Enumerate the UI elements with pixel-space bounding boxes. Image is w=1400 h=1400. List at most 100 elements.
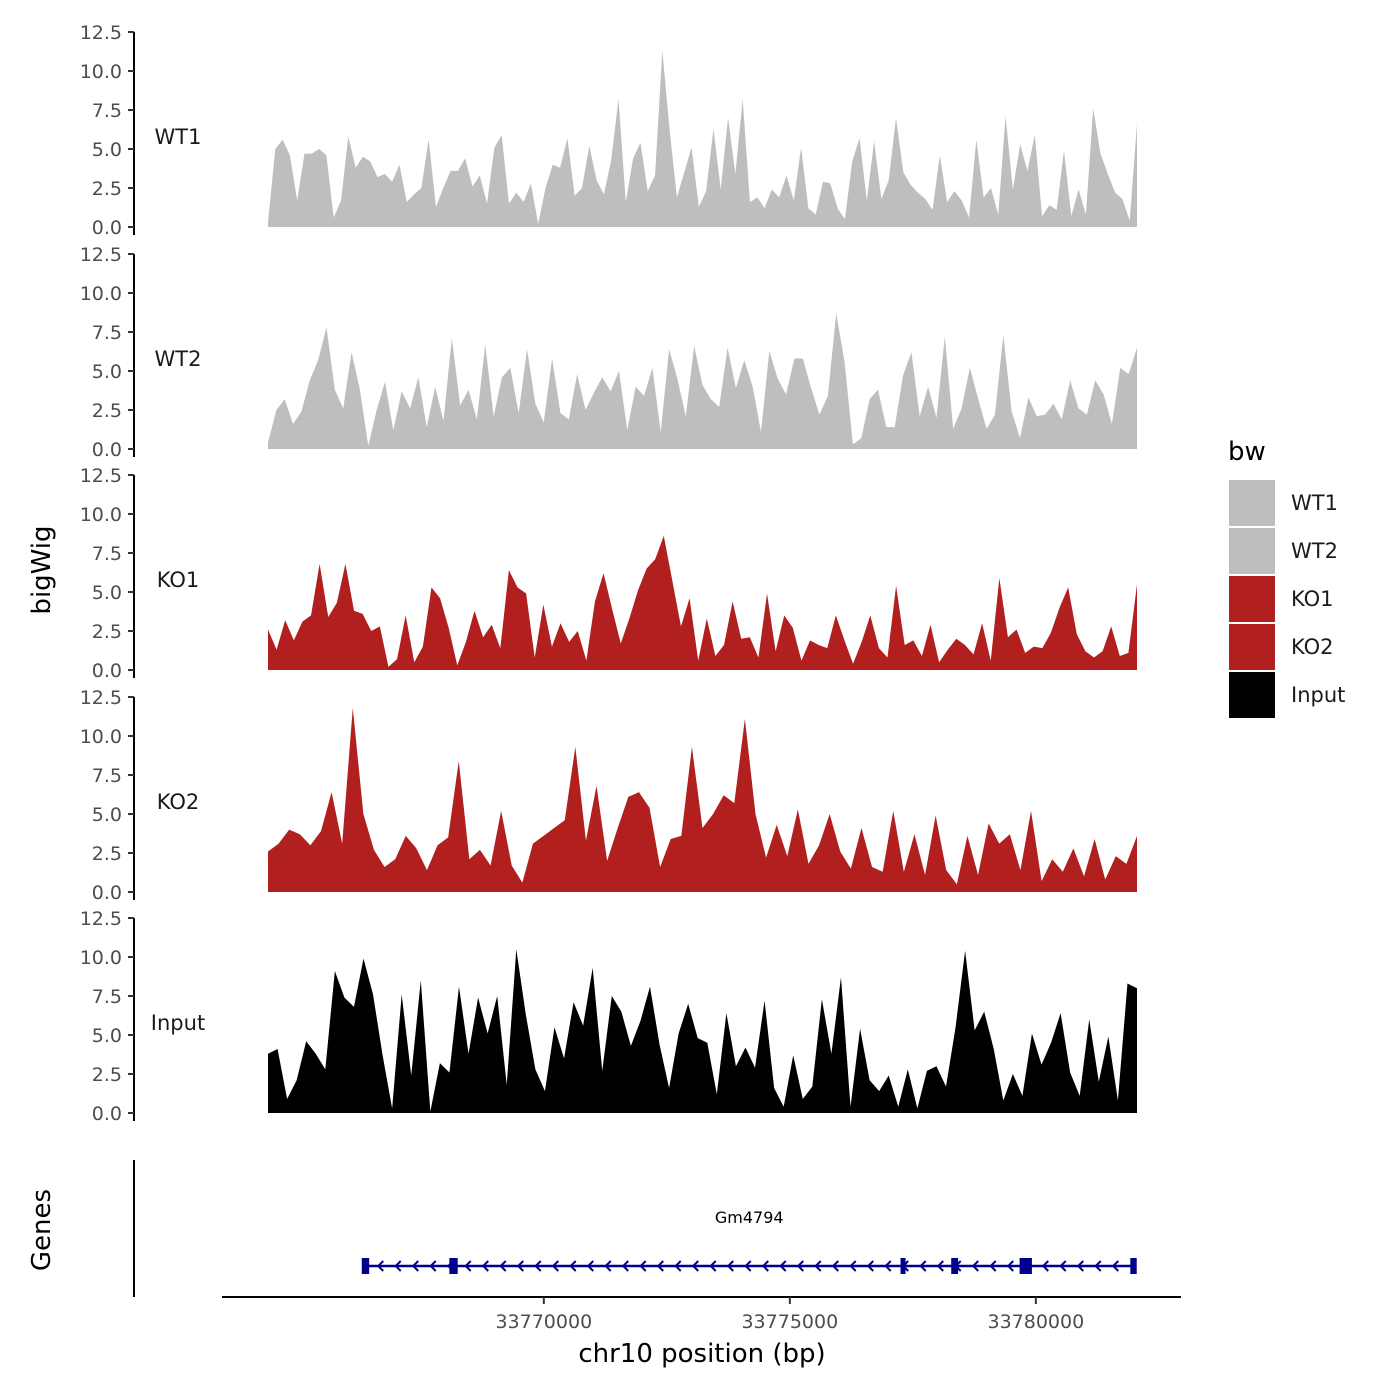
strand-arrow	[586, 1260, 594, 1272]
y-tick-label: 12.5	[80, 244, 122, 266]
legend-label-ko2: KO2	[1291, 635, 1334, 659]
gene-exon	[449, 1258, 458, 1274]
strand-arrow	[656, 1260, 664, 1272]
strand-arrow	[376, 1260, 384, 1272]
strand-arrow	[1041, 1260, 1049, 1272]
strand-arrow	[866, 1260, 874, 1272]
strand-arrow	[621, 1260, 629, 1272]
y-tick-label: 2.5	[92, 178, 122, 200]
gene-exon	[361, 1258, 370, 1274]
strand-arrow	[569, 1260, 577, 1272]
x-axis-title: chr10 position (bp)	[578, 1339, 825, 1369]
y-tick-label: 10.0	[80, 283, 122, 305]
x-axis: 33770000 33775000 33780000	[222, 1296, 1181, 1333]
legend-key-ko2	[1229, 624, 1275, 670]
track-ko1: 0.0 2.5 5.0 7.5 10.0 12.5 KO1	[80, 465, 1137, 682]
y-axis-title: bigWig	[27, 525, 57, 614]
x-tick-label: 33770000	[495, 1311, 592, 1333]
y-tick-label: 7.5	[92, 765, 122, 787]
strand-arrow	[761, 1260, 769, 1272]
strand-arrow	[551, 1260, 559, 1272]
y-tick-label: 5.0	[92, 582, 122, 604]
genes-panel: Gm4794	[133, 1160, 1137, 1297]
y-tick-label: 7.5	[92, 543, 122, 565]
y-tick-label: 12.5	[80, 687, 122, 709]
strand-arrow	[726, 1260, 734, 1272]
y-tick-label: 5.0	[92, 1025, 122, 1047]
track-input: 0.0 2.5 5.0 7.5 10.0 12.5 Input	[80, 908, 1137, 1125]
area-input	[268, 949, 1137, 1113]
strand-arrow	[534, 1260, 542, 1272]
strand-arrow	[1094, 1260, 1102, 1272]
strand-arrow	[481, 1260, 489, 1272]
strand-arrow	[744, 1260, 752, 1272]
y-tick-label: 5.0	[92, 804, 122, 826]
legend-label-input: Input	[1291, 683, 1345, 707]
genes-axis-title: Genes	[27, 1189, 57, 1271]
y-tick-label: 5.0	[92, 139, 122, 161]
track-label: Input	[151, 1011, 205, 1035]
strand-arrow	[1059, 1260, 1067, 1272]
strand-arrow	[919, 1260, 927, 1272]
strand-arrow	[1111, 1260, 1119, 1272]
strand-arrow	[814, 1260, 822, 1272]
strand-arrow	[639, 1260, 647, 1272]
track-wt1: 0.0 2.5 5.0 7.5 10.0 12.5 WT1	[80, 22, 1137, 239]
legend-title: bw	[1228, 437, 1266, 467]
area-wt1	[268, 50, 1137, 227]
strand-arrow	[779, 1260, 787, 1272]
strand-arrow	[709, 1260, 717, 1272]
gene-exon	[1019, 1258, 1032, 1274]
y-tick-label: 2.5	[92, 843, 122, 865]
y-tick-label: 0.0	[92, 1103, 122, 1125]
strand-arrow	[499, 1260, 507, 1272]
track-wt2: 0.0 2.5 5.0 7.5 10.0 12.5 WT2	[80, 244, 1137, 461]
strand-arrow	[1076, 1260, 1084, 1272]
strand-arrow	[674, 1260, 682, 1272]
track-label: KO2	[157, 790, 200, 814]
strand-arrow	[796, 1260, 804, 1272]
legend-key-input	[1229, 672, 1275, 718]
strand-arrow	[691, 1260, 699, 1272]
y-tick-label: 7.5	[92, 986, 122, 1008]
legend-label-wt1: WT1	[1291, 491, 1338, 515]
bigwig-tracks: 0.0 2.5 5.0 7.5 10.0 12.5 WT1 0.0 2.5 5.0 7.5 10.0 1…	[80, 22, 1137, 1125]
y-tick-label: 0.0	[92, 217, 122, 239]
y-tick-label: 0.0	[92, 882, 122, 904]
strand-arrow	[831, 1260, 839, 1272]
y-tick-label: 7.5	[92, 322, 122, 344]
strand-arrow	[429, 1260, 437, 1272]
y-tick-label: 10.0	[80, 61, 122, 83]
strand-arrow	[464, 1260, 472, 1272]
y-tick-label: 0.0	[92, 660, 122, 682]
x-tick-label: 33775000	[741, 1311, 838, 1333]
area-ko1	[268, 535, 1137, 670]
y-tick-label: 12.5	[80, 908, 122, 930]
y-tick-label: 12.5	[80, 22, 122, 44]
strand-arrow	[884, 1260, 892, 1272]
strand-arrow	[604, 1260, 612, 1272]
x-tick-label: 33780000	[987, 1311, 1084, 1333]
strand-arrow	[516, 1260, 524, 1272]
legend-label-ko1: KO1	[1291, 587, 1334, 611]
legend-key-wt1	[1229, 480, 1275, 526]
legend-key-wt2	[1229, 528, 1275, 574]
y-tick-label: 2.5	[92, 621, 122, 643]
y-tick-label: 10.0	[80, 726, 122, 748]
y-tick-label: 0.0	[92, 439, 122, 461]
strand-arrow	[936, 1260, 944, 1272]
gene-exon	[951, 1258, 959, 1274]
strand-arrow	[971, 1260, 979, 1272]
strand-arrow	[411, 1260, 419, 1272]
legend-label-wt2: WT2	[1291, 539, 1338, 563]
legend: bw WT1 WT2 KO1 KO2 Input	[1228, 437, 1345, 718]
y-tick-label: 2.5	[92, 1064, 122, 1086]
y-tick-label: 7.5	[92, 100, 122, 122]
y-tick-label: 10.0	[80, 947, 122, 969]
gene-exon	[900, 1258, 906, 1274]
track-label: KO1	[157, 568, 200, 592]
y-tick-label: 2.5	[92, 400, 122, 422]
strand-arrow	[1006, 1260, 1014, 1272]
legend-key-ko1	[1229, 576, 1275, 622]
